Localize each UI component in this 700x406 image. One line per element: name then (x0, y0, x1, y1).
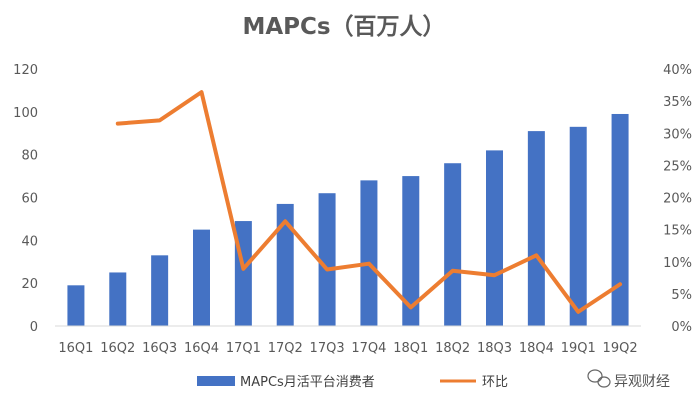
x-tick-label: 16Q1 (58, 341, 93, 356)
x-tick-label: 17Q2 (268, 341, 303, 356)
bar (444, 163, 462, 326)
bar (193, 229, 210, 326)
x-tick-label: 18Q3 (477, 341, 512, 356)
chart-title: MAPCs（百万人） (242, 13, 445, 40)
x-tick-label: 19Q2 (603, 341, 638, 356)
bar (527, 131, 545, 326)
bar (67, 285, 85, 326)
x-tick-label: 19Q1 (561, 341, 596, 356)
bar (318, 193, 336, 326)
legend: MAPCs月活平台消费者 环比 (197, 375, 508, 390)
x-tick-label: 18Q1 (393, 341, 428, 356)
bar (109, 272, 127, 326)
line-series (115, 90, 623, 314)
x-tick-label: 16Q3 (142, 341, 177, 356)
x-tick-label: 16Q4 (184, 341, 219, 356)
x-axis: 16Q1 16Q2 16Q3 16Q4 17Q1 17Q2 17Q3 17Q4 18Q1 18Q2… (58, 341, 637, 356)
bar-series (67, 113, 629, 326)
bar (360, 180, 378, 326)
left-tick-label: 0 (30, 320, 38, 335)
x-tick-label: 17Q4 (351, 341, 386, 356)
left-tick-label: 20 (21, 277, 38, 292)
bar (486, 150, 503, 326)
watermark: 异观财经 (587, 369, 670, 390)
x-tick-label: 17Q3 (310, 341, 345, 356)
left-tick-label: 100 (13, 106, 38, 121)
bar (402, 176, 420, 326)
wechat-icon (587, 369, 611, 388)
right-tick-label: 25% (663, 159, 692, 174)
right-tick-label: 10% (663, 256, 692, 271)
left-tick-label: 120 (13, 63, 38, 78)
x-tick-label: 16Q2 (100, 341, 135, 356)
right-tick-label: 5% (671, 288, 692, 303)
bar (276, 203, 294, 326)
bar (151, 255, 169, 326)
bar (569, 126, 587, 326)
right-tick-label: 20% (663, 192, 692, 207)
legend-bar-swatch (197, 376, 235, 386)
left-tick-label: 60 (21, 192, 38, 207)
right-tick-label: 0% (671, 320, 692, 335)
x-tick-label: 18Q2 (435, 341, 470, 356)
legend-bar-label: MAPCs月活平台消费者 (240, 375, 375, 390)
right-tick-label: 30% (663, 127, 692, 142)
left-tick-label: 40 (21, 234, 38, 249)
bar (611, 113, 629, 326)
left-axis: 0 20 40 60 80 100 120 (13, 63, 38, 335)
x-tick-label: 18Q4 (519, 341, 554, 356)
right-axis: 0% 5% 10% 15% 20% 25% 30% 35% 40% (663, 63, 692, 335)
x-tick-label: 17Q1 (226, 341, 261, 356)
legend-line-label: 环比 (482, 375, 508, 390)
left-tick-label: 80 (21, 149, 38, 164)
right-tick-label: 15% (663, 224, 692, 239)
right-tick-label: 40% (663, 63, 692, 78)
right-tick-label: 35% (663, 95, 692, 110)
watermark-text: 异观财经 (614, 374, 670, 390)
